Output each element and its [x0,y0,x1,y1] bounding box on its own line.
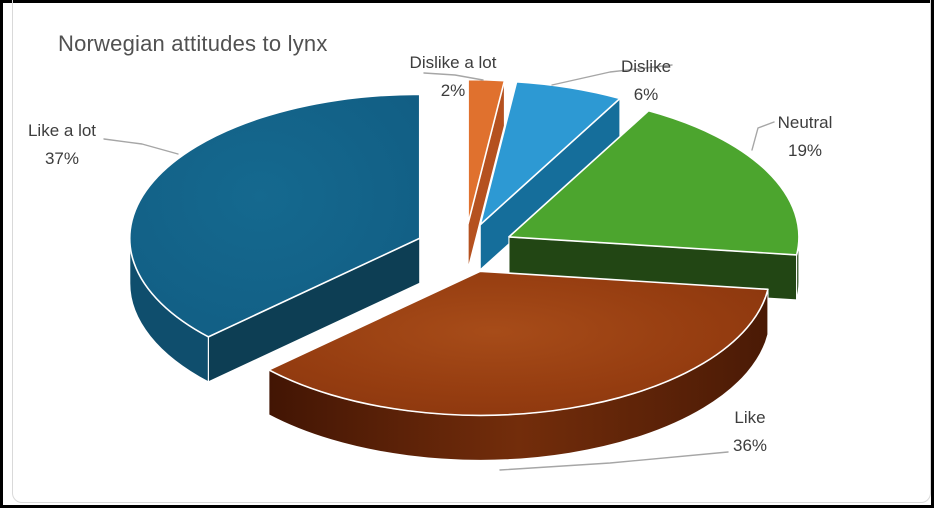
pie-slice-like-a-lot [129,93,421,383]
leader-line-neutral [751,121,775,151]
slice-name: Dislike a lot [409,53,497,72]
slice-percent: 6% [633,85,659,104]
slice-percent: 2% [440,81,466,100]
slice-top-face [268,270,769,417]
slice-name: Dislike [620,57,672,76]
slice-percent: 37% [44,149,80,168]
leader-line-dislike-a-lot [423,72,484,81]
slice-name: Neutral [777,113,833,132]
slice-label-like-a-lot: Like a lot 37% [28,117,96,173]
slice-top-face [129,93,421,338]
leader-line-dislike [551,64,673,86]
pie-slice-dislike-a-lot [467,78,506,270]
slice-percent: 36% [732,436,768,455]
slice-label-neutral: Neutral 19% [778,109,833,165]
slice-name: Like [734,408,766,427]
slice-top-face [479,81,621,226]
slice-top-face [508,109,800,256]
slice-label-like: Like 36% [733,404,767,460]
slice-label-dislike-a-lot: Dislike a lot 2% [410,49,497,105]
pie-slices [129,78,800,461]
slice-percent: 19% [787,141,823,160]
leader-lines [103,64,775,471]
pie-slice-dislike [479,81,621,271]
pie-slice-like [268,270,769,461]
slice-name: Like a lot [27,121,97,140]
slice-label-dislike: Dislike 6% [621,53,671,109]
chart-title: Norwegian attitudes to lynx [58,31,328,56]
leader-line-like [499,451,729,471]
slice-top-face [467,78,506,225]
leader-line-like-a-lot [103,138,179,155]
